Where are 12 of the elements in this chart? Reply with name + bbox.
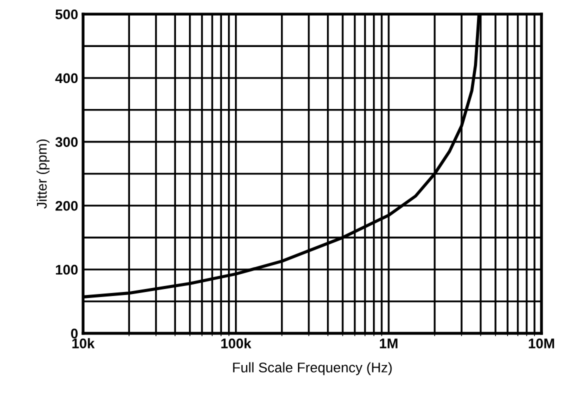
y-tick-label: 500 — [55, 9, 78, 20]
y-tick-label: 200 — [56, 200, 78, 211]
y-tick-label: 300 — [55, 137, 78, 147]
y-axis-title: Jitter (ppm) — [36, 139, 50, 209]
y-tick-label: 400 — [55, 73, 78, 84]
y-tick-label: 100 — [56, 264, 78, 275]
x-tick-label: 10M — [528, 338, 554, 348]
x-axis-title: Full Scale Frequency (Hz) — [233, 362, 392, 376]
x-tick-label: 100k — [221, 338, 252, 348]
x-tick-label: 10k — [72, 338, 95, 348]
y-tick-label: 0 — [71, 328, 78, 338]
x-tick-label: 1M — [380, 338, 398, 348]
